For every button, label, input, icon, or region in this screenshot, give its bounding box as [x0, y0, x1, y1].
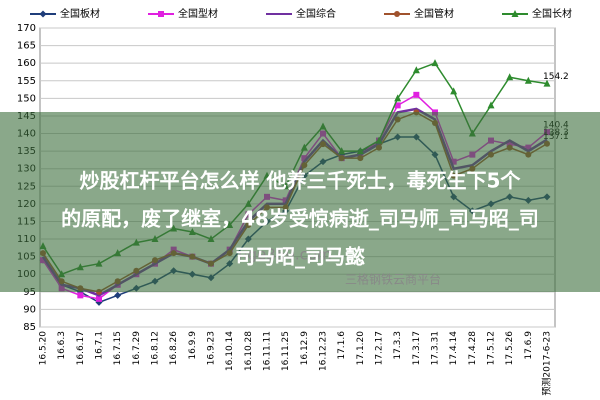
y-tick-label: 170 — [17, 23, 36, 34]
x-tick-label: 17.3.3 — [393, 331, 403, 360]
marker — [394, 102, 401, 109]
x-tick-label: 16.8.26 — [169, 331, 179, 366]
y-tick-label: 155 — [17, 76, 36, 87]
marker — [450, 87, 458, 95]
x-tick-label: 预测2017-6-23 — [542, 331, 553, 396]
x-tick-label: 17.1.20 — [356, 331, 366, 366]
marker — [543, 79, 551, 87]
marker — [114, 291, 122, 299]
x-tick-label: 16.6.3 — [57, 331, 67, 360]
headline: 炒股杠杆平台怎么样 他养三千死士，毒死生下5个 — [80, 169, 522, 193]
x-tick-label: 17.4.28 — [468, 331, 478, 366]
y-tick-label: 90 — [23, 304, 36, 315]
x-tick-label: 16.7.15 — [113, 331, 123, 365]
marker — [394, 94, 402, 102]
legend-label: 全国综合 — [296, 7, 336, 20]
x-tick-label: 16.7.29 — [132, 331, 142, 366]
x-tick-label: 16.9.23 — [207, 331, 217, 365]
headline: 的原配，废了继室，48岁受惊病逝_司马师_司马昭_司 — [61, 207, 539, 231]
end-label: 154.2 — [543, 72, 569, 82]
x-axis: 16.5.20 16.6.3 16.6.17 16.7.1 16.7.15 16.7.29… — [39, 331, 553, 396]
x-tick-label: 17.3.31 — [431, 331, 441, 365]
legend: 全国板材 全国型材 全国综合 全国管材 全国长材 — [30, 7, 572, 20]
y-tick-label: 85 — [23, 322, 36, 333]
marker — [524, 76, 532, 84]
marker — [431, 59, 439, 67]
x-tick-label: 16.12.9 — [300, 331, 310, 366]
x-tick-label: 16.6.17 — [76, 331, 86, 365]
legend-label: 全国管材 — [414, 7, 454, 20]
marker — [77, 292, 84, 299]
marker — [412, 66, 420, 74]
x-tick-label: 17.6.9 — [524, 331, 534, 360]
legend-label: 全国型材 — [178, 7, 218, 20]
y-tick-label: 150 — [17, 93, 36, 104]
marker — [39, 10, 47, 18]
headline: 司马昭_司马懿 — [235, 245, 365, 269]
x-tick-label: 16.10.28 — [244, 331, 254, 371]
y-tick-label: 165 — [17, 41, 36, 52]
x-tick-label: 17.1.6 — [337, 331, 347, 360]
marker — [394, 11, 400, 17]
marker — [413, 91, 420, 98]
x-tick-label: 17.3.17 — [412, 331, 422, 365]
y-tick-label: 160 — [17, 58, 36, 69]
x-tick-label: 16.8.12 — [151, 331, 161, 365]
marker — [158, 11, 164, 17]
x-tick-label: 16.7.1 — [95, 331, 105, 360]
x-tick-label: 16.10.14 — [225, 331, 235, 371]
x-tick-label: 17.4.14 — [449, 331, 459, 366]
marker — [511, 10, 519, 17]
x-tick-label: 16.11.25 — [281, 331, 291, 371]
watermark: 三格钢铁云商平台 — [345, 272, 441, 287]
marker — [506, 73, 514, 81]
x-tick-label: 17.2.17 — [375, 331, 385, 365]
overlay-band — [0, 112, 600, 292]
watermark: nge360.com — [238, 246, 332, 264]
x-tick-label: 17.5.12 — [487, 331, 497, 365]
legend-label: 全国长材 — [532, 7, 572, 20]
y-tick-label: 95 — [23, 287, 36, 298]
x-tick-label: 16.9.9 — [188, 331, 198, 360]
x-tick-label: 16.5.20 — [39, 331, 49, 366]
x-tick-label: 17.5.26 — [505, 331, 515, 366]
x-tick-label: 16.12.23 — [319, 331, 329, 371]
marker — [487, 101, 495, 109]
marker — [96, 295, 102, 302]
x-tick-label: 16.11.11 — [263, 331, 273, 371]
legend-label: 全国板材 — [60, 7, 100, 20]
